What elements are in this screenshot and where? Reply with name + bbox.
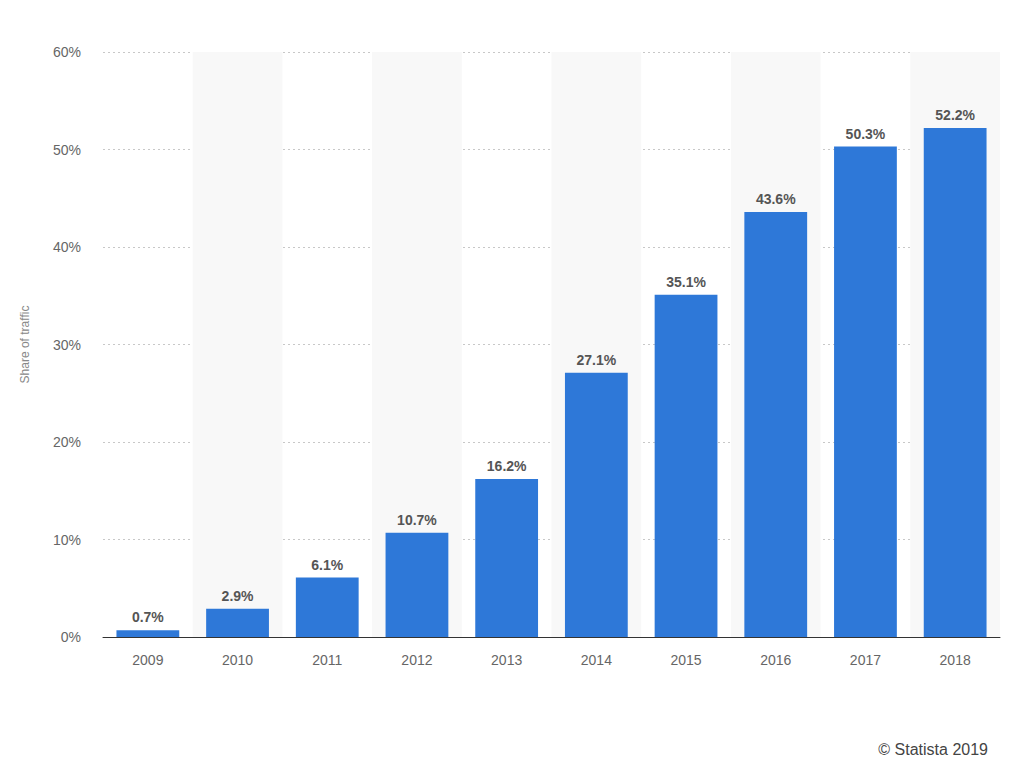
- svg-text:50.3%: 50.3%: [846, 126, 886, 142]
- svg-text:60%: 60%: [53, 44, 81, 60]
- svg-text:2018: 2018: [940, 652, 971, 668]
- svg-text:0.7%: 0.7%: [132, 609, 164, 625]
- svg-text:2015: 2015: [670, 652, 701, 668]
- svg-text:40%: 40%: [53, 239, 81, 255]
- svg-text:43.6%: 43.6%: [756, 191, 796, 207]
- svg-text:2016: 2016: [760, 652, 791, 668]
- svg-text:2009: 2009: [132, 652, 163, 668]
- svg-text:2012: 2012: [401, 652, 432, 668]
- svg-text:10.7%: 10.7%: [397, 512, 437, 528]
- svg-text:16.2%: 16.2%: [487, 458, 527, 474]
- svg-text:2017: 2017: [850, 652, 881, 668]
- svg-text:20%: 20%: [53, 434, 81, 450]
- svg-text:27.1%: 27.1%: [576, 352, 616, 368]
- svg-text:2010: 2010: [222, 652, 253, 668]
- svg-text:2014: 2014: [581, 652, 612, 668]
- svg-text:50%: 50%: [53, 142, 81, 158]
- svg-text:2.9%: 2.9%: [222, 588, 254, 604]
- svg-text:35.1%: 35.1%: [666, 274, 706, 290]
- svg-text:0%: 0%: [61, 629, 81, 645]
- svg-text:2013: 2013: [491, 652, 522, 668]
- svg-text:10%: 10%: [53, 532, 81, 548]
- svg-text:Share of traffic: Share of traffic: [18, 306, 32, 384]
- svg-text:30%: 30%: [53, 337, 81, 353]
- svg-text:2011: 2011: [312, 652, 342, 668]
- svg-text:52.2%: 52.2%: [935, 107, 975, 123]
- svg-text:6.1%: 6.1%: [311, 557, 343, 573]
- svg-text:© Statista 2019: © Statista 2019: [878, 741, 988, 758]
